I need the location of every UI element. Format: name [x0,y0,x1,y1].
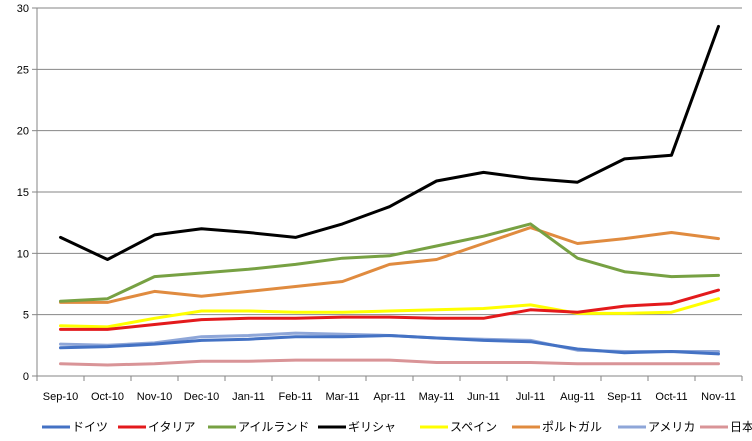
x-tick-label-May-11: May-11 [419,391,455,403]
legend-label-スペイン: スペイン [450,420,497,434]
x-tick-label-Sep-11: Sep-11 [607,391,642,403]
legend-label-アメリカ: アメリカ [648,420,695,434]
y-tick-label: 0 [23,371,29,383]
y-tick-labels: 0 5 10 15 20 25 30 [17,3,29,383]
legend-label-日本: 日本 [730,420,752,434]
x-tick-label-Dec-10: Dec-10 [184,391,219,403]
x-tick-label-Oct-11: Oct-11 [655,391,687,403]
legend-label-ギリシャ: ギリシャ [348,420,396,434]
x-tick-labels: Sep-10 Oct-10 Nov-10 Dec-10 Jan-11 Feb-11 Mar-… [43,391,736,403]
y-tick-label: 25 [17,64,29,76]
y-tick-label: 10 [17,248,29,260]
legend-label-アイルランド: アイルランド [238,420,309,434]
legend-label-イタリア: イタリア [148,420,196,434]
x-tick-label-Nov-10: Nov-10 [137,391,172,403]
legend-label-ポルトガル: ポルトガル [542,420,602,434]
series-line-ギリシャ [59,24,720,261]
y-tick-label: 5 [23,310,29,322]
x-tick-label-Apr-11: Apr-11 [373,391,405,403]
gridlines [37,7,742,316]
axes [32,7,743,381]
series-line-ポルトガル [59,226,720,304]
y-tick-label: 15 [17,187,29,199]
x-tick-label-Jan-11: Jan-11 [232,391,265,403]
x-tick-label-Aug-11: Aug-11 [560,391,595,403]
x-tick-label-Oct-10: Oct-10 [91,391,124,403]
legend-label-ドイツ: ドイツ [72,420,108,434]
series-line-日本 [59,358,720,367]
y-tick-label: 30 [17,3,29,15]
series-line-ドイツ [59,334,720,356]
x-tick-label-Mar-11: Mar-11 [325,391,359,403]
x-tick-label-Feb-11: Feb-11 [278,391,312,403]
series-line-スペイン [59,297,720,329]
x-tick-label-Jun-11: Jun-11 [467,391,500,403]
x-tick-label-Sep-10: Sep-10 [43,391,78,403]
y-tick-label: 20 [17,126,29,138]
series-line-イタリア [59,288,720,331]
series-line-アイルランド [59,222,720,303]
x-tick-label-Nov-11: Nov-11 [701,391,736,403]
legend: ドイツ イタリア アイルランド ギリシャ スペイン ポルトガル アメリカ 日本 [42,420,752,434]
series-lines [59,24,720,367]
x-tick-label-Jul-11: Jul-11 [516,391,545,403]
